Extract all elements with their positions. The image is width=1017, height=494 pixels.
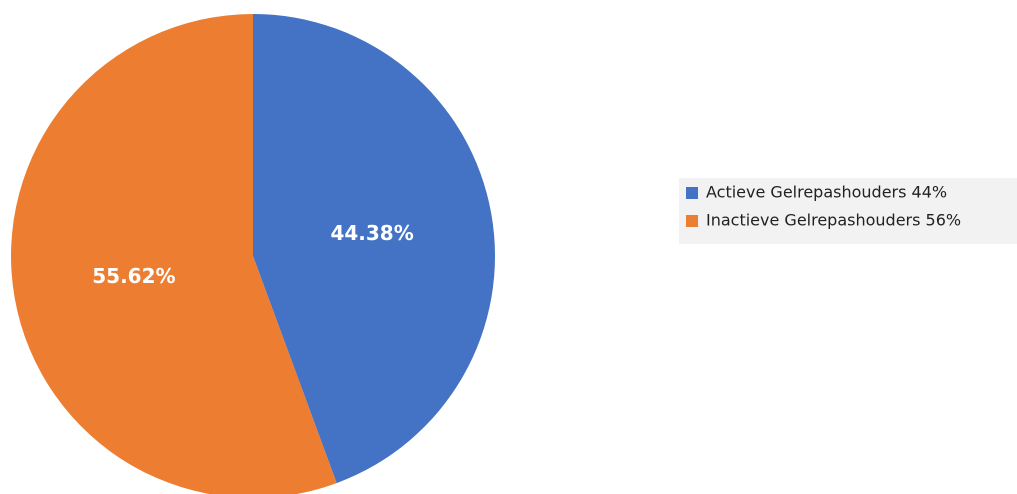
pie-slices (11, 14, 496, 494)
pie-slice-1 (253, 14, 496, 484)
legend-swatch-1 (686, 187, 698, 199)
legend-background (679, 178, 1017, 244)
pie-slice-labels: 44.38% 55.62% (92, 221, 414, 288)
pie-slice-label-1: 44.38% (330, 221, 413, 245)
legend-label-1: Actieve Gelrepashouders 44% (706, 183, 947, 202)
legend-swatch-2 (686, 215, 698, 227)
pie-slice-label-2: 55.62% (92, 264, 175, 288)
pie-slice-2 (11, 14, 337, 494)
legend-label-2: Inactieve Gelrepashouders 56% (706, 211, 961, 230)
chart-legend: Actieve Gelrepashouders 44% Inactieve Gel… (679, 178, 1017, 244)
